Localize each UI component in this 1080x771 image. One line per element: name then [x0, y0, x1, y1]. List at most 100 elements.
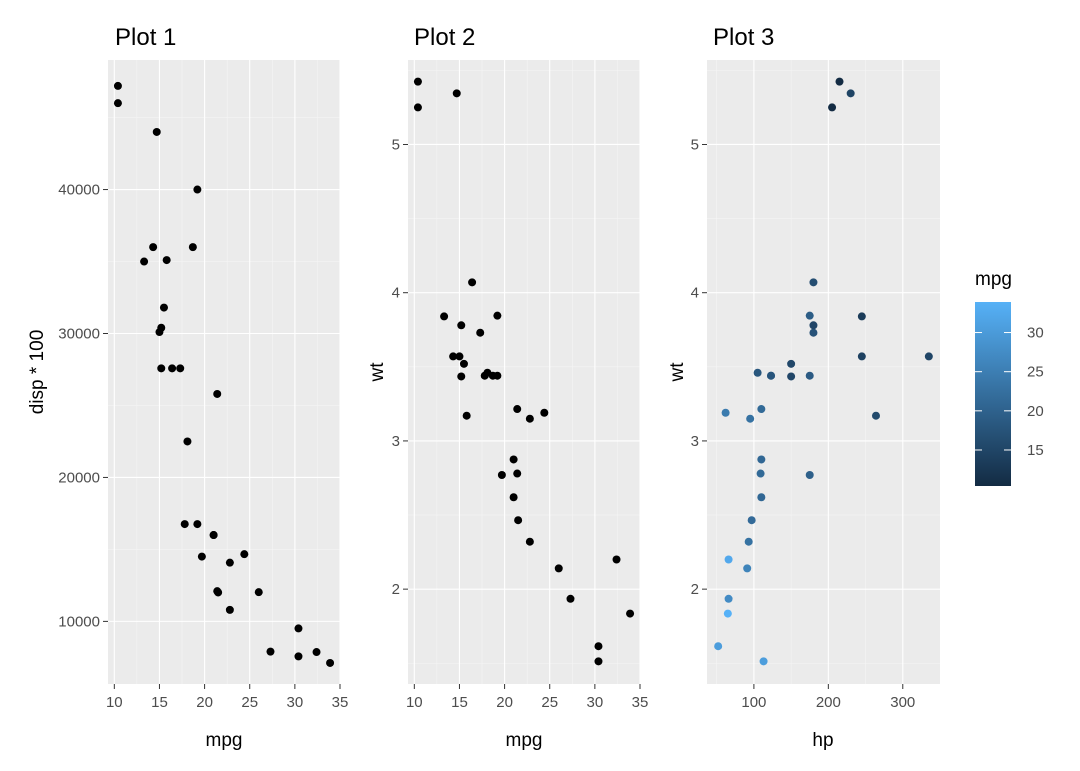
legend-title: mpg	[975, 269, 1012, 290]
data-point	[743, 564, 752, 573]
plot-3-x-axis: 100 200 300	[741, 684, 915, 711]
data-point	[626, 609, 635, 618]
data-point	[113, 99, 122, 108]
plot-2: 10 15 20 25 30 35 2 3 4 5 Plot 2 mpg wt	[367, 24, 648, 751]
y-tick-label: 3	[392, 433, 400, 450]
colorbar-tick-label: 15	[1027, 442, 1044, 459]
data-point	[809, 328, 818, 337]
plot-3-y-axis-title: wt	[667, 362, 688, 383]
data-point	[514, 516, 523, 525]
x-tick-label: 30	[287, 694, 304, 711]
data-point	[805, 471, 814, 480]
data-point	[180, 520, 189, 529]
data-point	[809, 278, 818, 287]
colorbar-ticks: 15 20 25 30	[975, 325, 1044, 459]
data-point	[240, 550, 249, 559]
data-point	[857, 352, 866, 361]
data-point	[757, 455, 766, 464]
data-point	[149, 243, 158, 252]
plot-1-y-axis-title: disp * 100	[27, 330, 48, 415]
data-point	[787, 372, 796, 381]
plot-3-title: Plot 3	[713, 24, 774, 51]
data-point	[455, 352, 464, 361]
plot-3-x-axis-title: hp	[812, 730, 833, 751]
data-point	[525, 537, 534, 546]
data-point	[756, 469, 765, 478]
data-point	[480, 371, 489, 380]
data-point	[266, 647, 275, 656]
plot-1-panel	[108, 60, 340, 684]
x-tick-label: 30	[587, 694, 604, 711]
y-tick-label: 5	[691, 136, 699, 153]
y-tick-label: 30000	[58, 325, 100, 342]
data-point	[459, 359, 468, 368]
data-point	[540, 408, 549, 417]
x-tick-label: 100	[741, 694, 766, 711]
y-tick-label: 4	[392, 285, 400, 302]
data-point	[193, 185, 202, 194]
data-point	[452, 89, 461, 98]
colorbar-tick-label: 20	[1027, 403, 1044, 420]
plot-3-y-axis: 2 3 4 5	[691, 136, 707, 598]
plot-2-panel	[408, 60, 640, 684]
data-point	[457, 372, 466, 381]
y-tick-label: 10000	[58, 613, 100, 630]
y-tick-label: 3	[691, 433, 699, 450]
color-legend: mpg 15 20 25 30	[975, 269, 1044, 486]
x-tick-label: 35	[332, 694, 349, 711]
colorbar	[975, 302, 1011, 486]
data-point	[753, 368, 762, 377]
data-point	[326, 658, 335, 667]
plot-3-points	[714, 77, 933, 666]
data-point	[805, 311, 814, 320]
data-point	[157, 364, 166, 373]
plot-1: 10 15 20 25 30 35 10000 20000 30000 40000 Plot 1…	[27, 24, 348, 751]
plot-2-y-axis: 2 3 4 5	[392, 136, 408, 598]
y-tick-label: 20000	[58, 469, 100, 486]
data-point	[462, 411, 471, 420]
data-point	[497, 471, 506, 480]
x-tick-label: 200	[816, 694, 841, 711]
data-point	[457, 321, 466, 330]
data-point	[721, 408, 730, 417]
data-point	[746, 414, 755, 423]
data-point	[413, 103, 422, 112]
data-point	[805, 371, 814, 380]
x-tick-label: 20	[496, 694, 513, 711]
data-point	[225, 605, 234, 614]
plot-2-x-axis-title: mpg	[506, 730, 543, 751]
plot-3: 100 200 300 2 3 4 5 Plot 3 hp wt	[667, 24, 940, 751]
x-tick-label: 20	[196, 694, 213, 711]
data-point	[924, 352, 933, 361]
data-point	[759, 657, 768, 666]
x-tick-label: 15	[451, 694, 468, 711]
data-point	[213, 587, 222, 596]
plot-2-title: Plot 2	[414, 24, 475, 51]
data-point	[159, 303, 168, 312]
data-point	[757, 405, 766, 414]
data-point	[835, 77, 844, 86]
data-point	[493, 371, 502, 380]
plot-1-x-axis-title: mpg	[206, 730, 243, 751]
data-point	[787, 359, 796, 368]
data-point	[188, 243, 197, 252]
plot-1-gridlines	[108, 60, 341, 684]
y-tick-label: 4	[691, 285, 699, 302]
data-point	[468, 278, 477, 287]
data-point	[440, 312, 449, 321]
data-point	[714, 642, 723, 651]
data-point	[294, 624, 303, 633]
x-tick-label: 25	[241, 694, 258, 711]
data-point	[747, 516, 756, 525]
colorbar-tick-label: 30	[1027, 325, 1044, 342]
data-point	[525, 414, 534, 423]
data-point	[509, 455, 518, 464]
data-point	[176, 364, 185, 373]
data-point	[162, 256, 171, 265]
data-point	[513, 405, 522, 414]
plot-2-x-axis: 10 15 20 25 30 35	[406, 684, 648, 711]
data-point	[476, 328, 485, 337]
data-point	[857, 312, 866, 321]
plot-2-gridlines	[408, 60, 641, 684]
x-tick-label: 35	[632, 694, 649, 711]
